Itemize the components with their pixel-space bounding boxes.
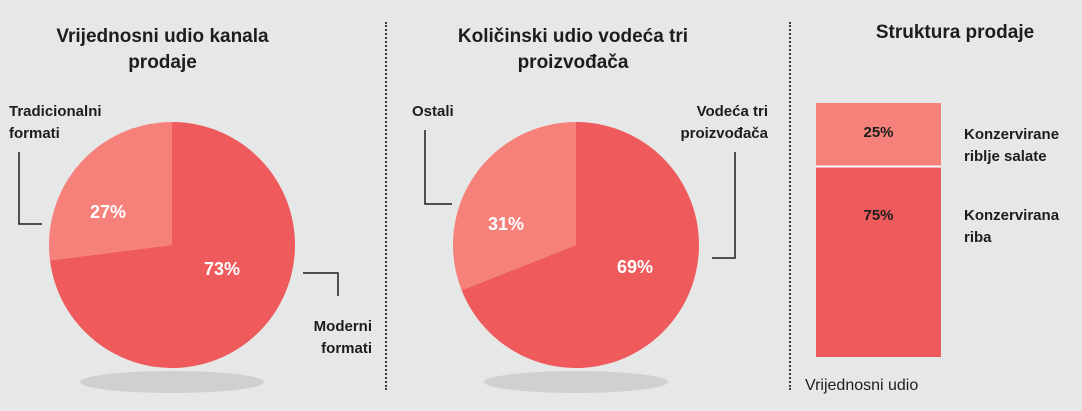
bar-label-salads: Konzervirane riblje salate bbox=[964, 126, 1060, 165]
pie1-shadow bbox=[80, 371, 264, 393]
bar-group: 25% 75% bbox=[816, 103, 941, 357]
bar-xlabel: Vrijednosni udio bbox=[805, 377, 919, 394]
pie1-leader-traditional bbox=[18, 152, 42, 225]
bar-segment-1 bbox=[816, 166, 941, 357]
pie1-label-traditional: Tradicionalni formati bbox=[9, 103, 102, 142]
pie2-group: 69% 31% bbox=[424, 122, 736, 393]
pie1-value-label-0: 73% bbox=[204, 259, 240, 279]
bar-segment-0 bbox=[816, 103, 941, 167]
bar-label-fish: Konzervirana riba bbox=[964, 207, 1060, 246]
pie1-slice-0 bbox=[49, 122, 296, 369]
pie2-label-top3: Vodeća tri proizvođača bbox=[680, 103, 768, 142]
divider-1 bbox=[385, 22, 387, 390]
pie2-title: Količinski udio vodeća tri proizvođača bbox=[457, 26, 689, 73]
pie2-value-label-0: 69% bbox=[617, 257, 653, 277]
pie2-slice-0 bbox=[461, 122, 699, 368]
pie2-slice-1 bbox=[453, 122, 576, 291]
pie2-value-label-1: 31% bbox=[488, 214, 524, 234]
pie2-leader-others bbox=[424, 130, 452, 205]
pie2-label-others: Ostali bbox=[412, 103, 454, 120]
pie2-shadow bbox=[484, 371, 668, 393]
pie1-label-modern: Moderni formati bbox=[313, 318, 372, 357]
bar-value-label-1: 75% bbox=[863, 207, 893, 224]
divider-2 bbox=[789, 22, 791, 390]
pie1-group: 73% 27% bbox=[18, 122, 339, 393]
pie2-leader-top3 bbox=[712, 152, 736, 259]
pie1-leader-modern bbox=[303, 272, 339, 296]
pie1-value-label-1: 27% bbox=[90, 202, 126, 222]
bar-title: Struktura prodaje bbox=[875, 22, 1035, 43]
pie1-title: Vrijednosni udio kanala prodaje bbox=[56, 26, 269, 73]
pie1-slice-1 bbox=[49, 122, 173, 261]
bar-value-label-0: 25% bbox=[863, 124, 893, 141]
